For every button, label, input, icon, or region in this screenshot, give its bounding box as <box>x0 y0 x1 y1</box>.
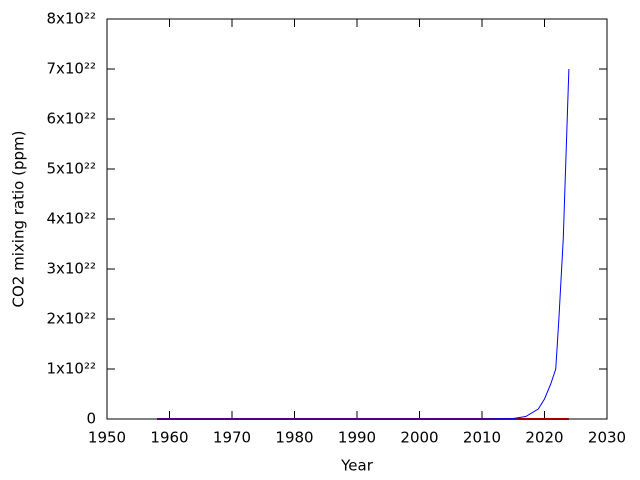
y-tick-label: 3x10²² <box>46 260 96 278</box>
x-axis-label: Year <box>340 457 374 475</box>
y-tick-label: 0 <box>86 410 96 428</box>
y-tick-label: 2x10²² <box>46 310 96 328</box>
x-tick-label: 1980 <box>275 429 313 447</box>
y-tick-label: 8x10²² <box>46 10 96 28</box>
x-tick-label: 1960 <box>150 429 188 447</box>
x-tick-label: 2000 <box>400 429 438 447</box>
x-tick-label: 1970 <box>213 429 251 447</box>
plot-frame <box>106 18 608 420</box>
x-tick-label: 1990 <box>338 429 376 447</box>
y-tick-label: 4x10²² <box>46 210 96 228</box>
data-line <box>157 68 570 420</box>
y-axis-label: CO2 mixing ratio (ppm) <box>10 131 28 308</box>
x-tick-label: 2020 <box>525 429 563 447</box>
x-tick-label: 2010 <box>463 429 501 447</box>
y-tick-label: 1x10²² <box>46 360 96 378</box>
x-tick-label: 1950 <box>88 429 126 447</box>
y-tick-label: 5x10²² <box>46 160 96 178</box>
x-tick-label: 2030 <box>588 429 626 447</box>
y-tick-label: 6x10²² <box>46 110 96 128</box>
y-tick-label: 7x10²² <box>46 60 96 78</box>
